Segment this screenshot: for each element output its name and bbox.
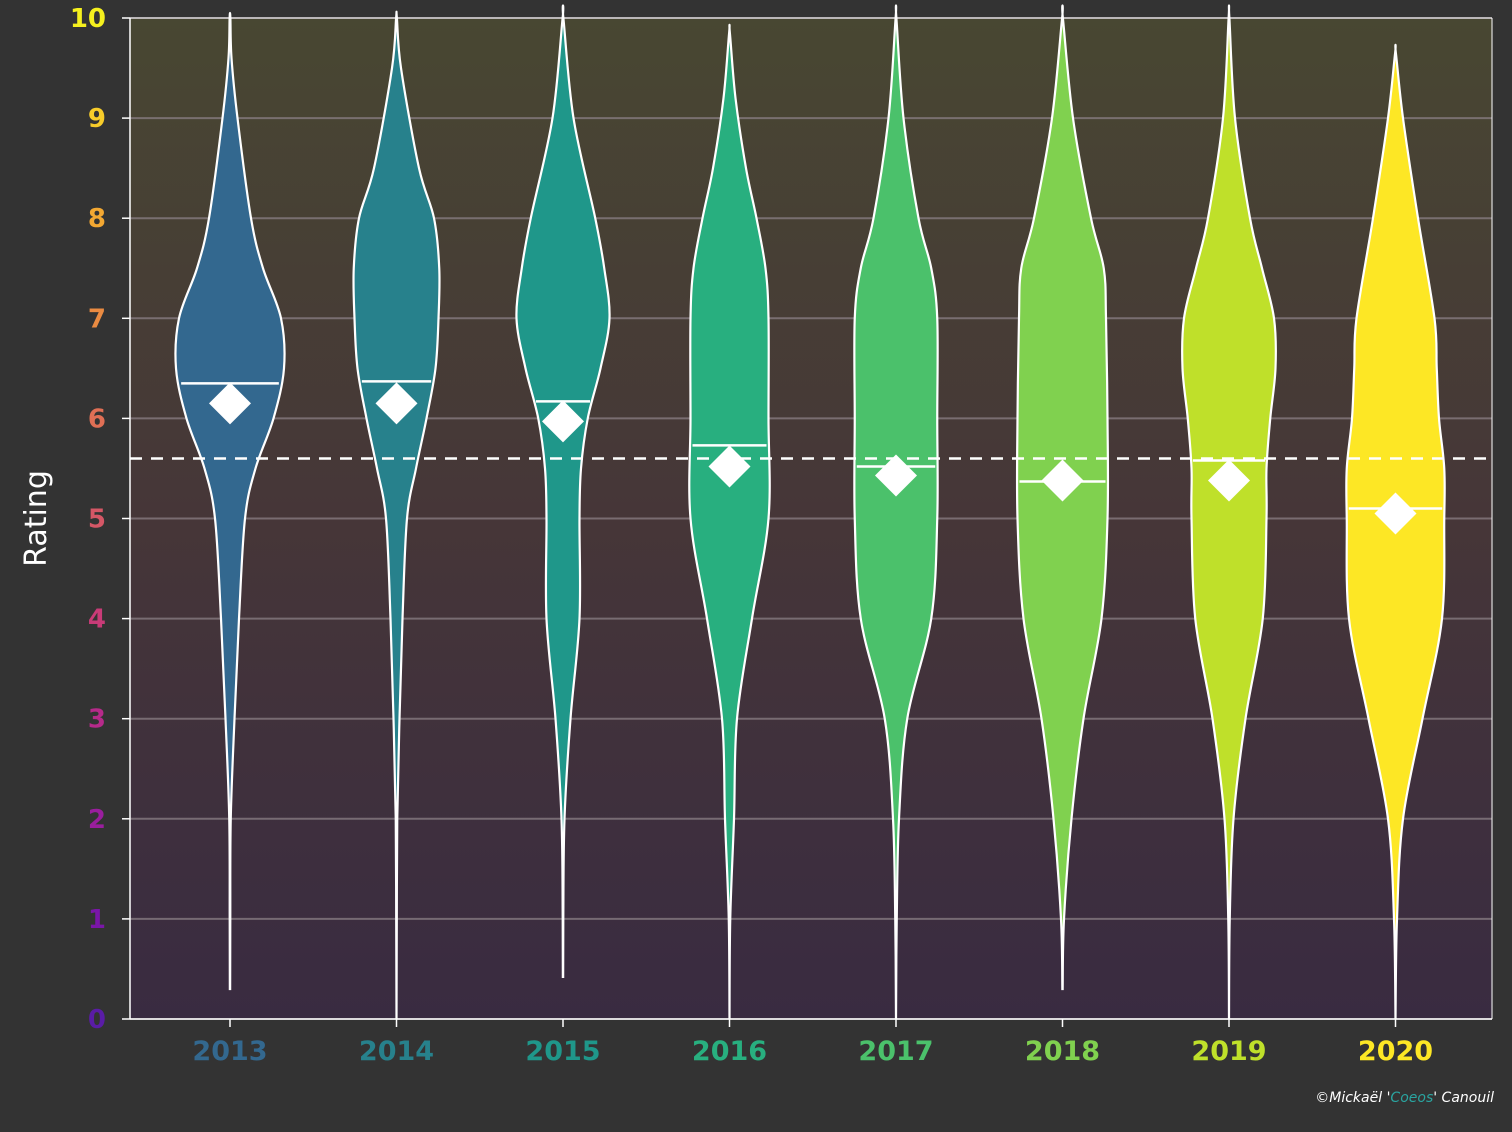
y-axis-title: Rating [19, 470, 54, 567]
y-tick-label: 6 [88, 404, 106, 434]
x-tick-label-2013: 2013 [192, 1036, 267, 1067]
x-tick-label-2016: 2016 [692, 1036, 767, 1067]
y-tick-label: 1 [88, 905, 106, 935]
x-tick-label-2017: 2017 [858, 1036, 933, 1067]
y-tick-label: 4 [88, 605, 106, 635]
y-tick-label: 5 [88, 505, 106, 535]
y-tick-label: 2 [88, 805, 106, 835]
credit-text: ©Mickaël 'Coeos' Canouil [1315, 1090, 1494, 1106]
x-tick-label-2019: 2019 [1191, 1036, 1266, 1067]
credit-prefix: ©Mickaël ' [1315, 1090, 1390, 1106]
x-tick-label-2014: 2014 [359, 1036, 434, 1067]
y-tick-label: 7 [88, 304, 106, 334]
x-tick-label-2018: 2018 [1025, 1036, 1100, 1067]
x-tick-label-2015: 2015 [525, 1036, 600, 1067]
y-tick-label: 10 [70, 4, 106, 34]
credit-highlight: Coeos [1390, 1090, 1433, 1106]
credit-suffix: ' Canouil [1433, 1090, 1494, 1106]
y-tick-label: 9 [88, 104, 106, 134]
y-tick-label: 8 [88, 204, 106, 234]
y-tick-label: 3 [88, 705, 106, 735]
x-tick-label-2020: 2020 [1358, 1036, 1433, 1067]
y-tick-label: 0 [88, 1005, 106, 1035]
